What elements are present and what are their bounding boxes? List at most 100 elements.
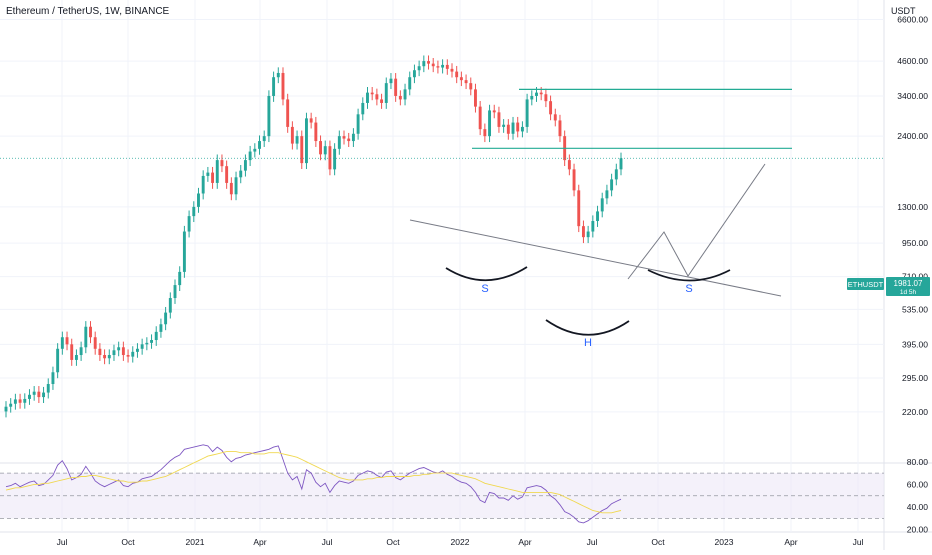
candle-body — [60, 337, 64, 349]
candle-body — [93, 337, 97, 349]
candle-body — [140, 344, 144, 349]
candle-body — [347, 138, 351, 142]
rsi-tick-label: 60.00 — [907, 479, 929, 489]
candle-body — [361, 102, 365, 115]
candle-body — [32, 391, 36, 395]
candle-body — [535, 92, 538, 96]
rsi-tick-label: 80.00 — [907, 457, 929, 467]
candle-body — [37, 391, 41, 398]
time-tick-label: Jul — [57, 537, 68, 547]
candle-body — [173, 285, 177, 299]
candle-body — [65, 337, 69, 345]
candle-body — [337, 136, 341, 149]
candle-body — [497, 112, 501, 127]
candle-body — [46, 384, 50, 393]
countdown-label: 1d 5h — [900, 289, 917, 296]
candle-body — [553, 114, 557, 121]
candle-body — [107, 355, 111, 359]
candle-body — [4, 406, 8, 412]
pattern-label: S — [685, 283, 692, 295]
time-tick-label: Oct — [121, 537, 135, 547]
candle-body — [319, 141, 322, 155]
candle-body — [309, 118, 313, 123]
candle-body — [305, 118, 308, 164]
candle-body — [492, 110, 496, 113]
candle-body — [445, 64, 449, 69]
projection-path — [627, 163, 766, 280]
candle-body — [577, 190, 581, 227]
candle-body — [220, 160, 224, 167]
candle-body — [366, 92, 369, 103]
price-tick-label: 220.00 — [902, 407, 928, 417]
candle-body — [530, 95, 534, 100]
symbol-tag — [847, 278, 884, 290]
candle-body — [375, 94, 379, 100]
time-tick-label: Oct — [651, 537, 665, 547]
candle-body — [412, 70, 416, 78]
candle-body — [394, 78, 398, 96]
candle-body — [427, 61, 430, 64]
candle-body — [323, 146, 327, 155]
rsi-line — [5, 444, 622, 524]
candle-body — [243, 160, 247, 171]
candle-body — [121, 347, 125, 356]
price-tick-label: 295.00 — [902, 373, 928, 383]
candle-body — [511, 122, 515, 134]
symbol-tag-text: ETHUSDT — [848, 280, 884, 289]
candle-body — [234, 177, 238, 195]
price-tick-label: 710.00 — [902, 272, 928, 282]
rsi-ma-line — [5, 451, 622, 514]
candle-body — [333, 148, 337, 170]
time-tick-label: Oct — [386, 537, 400, 547]
price-tick-label: 950.00 — [902, 238, 928, 248]
head-arc — [545, 319, 630, 336]
candle-body — [187, 216, 191, 232]
candle-body — [98, 348, 102, 356]
candle-body — [178, 271, 182, 286]
candle-body — [145, 342, 149, 345]
candle-body — [23, 398, 27, 403]
right-shoulder-arc — [647, 269, 731, 282]
candle-body — [253, 148, 257, 152]
candle-body — [342, 136, 346, 139]
candle-body — [450, 68, 454, 72]
candle-body — [384, 83, 388, 103]
candle-body — [572, 169, 576, 191]
candle-body — [300, 136, 304, 164]
chart-title: Ethereum / TetherUS, 1W, BINANCE — [6, 6, 170, 17]
candle-body — [610, 179, 614, 191]
descending-trendline — [409, 219, 782, 297]
candle-body — [567, 160, 571, 170]
time-tick-label: Jul — [853, 537, 864, 547]
currency-label: USDT — [891, 6, 916, 16]
candle-body — [197, 193, 200, 207]
candle-body — [159, 324, 163, 332]
candle-body — [192, 206, 196, 217]
candle-body — [13, 399, 17, 404]
candle-body — [525, 99, 529, 127]
time-tick-label: Jul — [322, 537, 333, 547]
candle-body — [459, 77, 463, 81]
price-tick-label: 2400.00 — [897, 131, 928, 141]
candle-body — [70, 344, 74, 360]
price-tick-label: 6600.00 — [897, 14, 928, 24]
candle-body — [135, 348, 139, 352]
candle-body — [51, 372, 55, 385]
candle-body — [84, 326, 88, 348]
candle-body — [295, 136, 299, 144]
price-tick-label: 1300.00 — [897, 202, 928, 212]
rsi-tick-label: 20.00 — [907, 525, 929, 535]
price-tick-label: 395.00 — [902, 339, 928, 349]
candle-body — [474, 89, 477, 107]
candle-body — [103, 355, 107, 359]
pattern-label: H — [584, 337, 592, 349]
candle-body — [258, 141, 261, 149]
candle-body — [9, 403, 13, 407]
candle-body — [356, 114, 360, 134]
time-tick-label: 2022 — [451, 537, 470, 547]
candle-body — [281, 72, 285, 100]
candle-body — [544, 94, 548, 102]
candle-body — [126, 355, 130, 357]
